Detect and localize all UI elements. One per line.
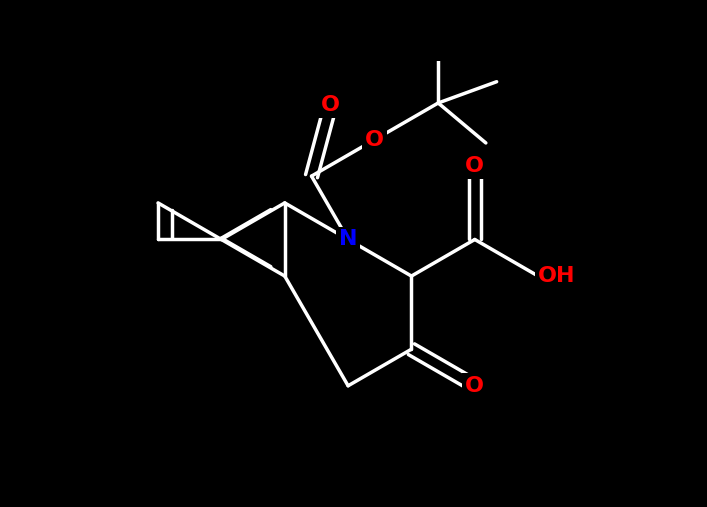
Text: O: O xyxy=(321,95,340,116)
Text: O: O xyxy=(366,130,385,150)
Text: OH: OH xyxy=(538,266,575,286)
Text: N: N xyxy=(339,230,357,249)
Text: O: O xyxy=(465,376,484,396)
Text: O: O xyxy=(465,156,484,176)
